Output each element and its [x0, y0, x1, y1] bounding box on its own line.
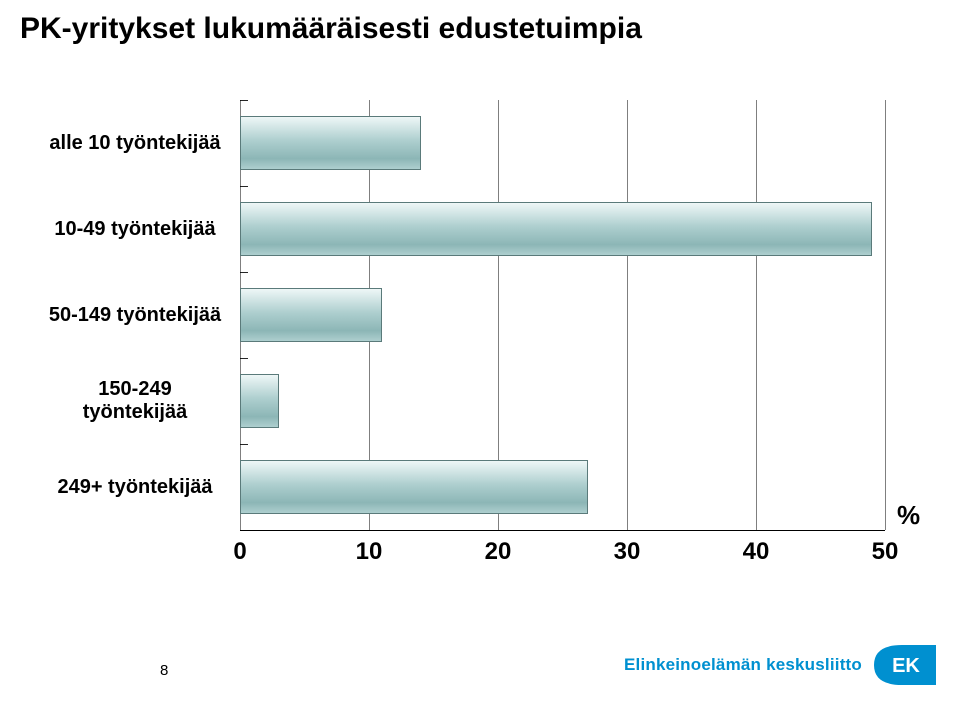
category-label: 50-149 työntekijää: [40, 304, 230, 327]
category-label: 249+ työntekijää: [40, 476, 230, 499]
y-tick: [240, 530, 248, 531]
bar: [240, 202, 872, 255]
gridline: [627, 100, 628, 530]
bar: [240, 374, 279, 427]
y-tick: [240, 358, 248, 359]
y-tick: [240, 272, 248, 273]
y-tick: [240, 444, 248, 445]
x-tick-label: 30: [614, 538, 641, 566]
unit-label: %: [897, 500, 920, 531]
category-label: 150-249työntekijää: [40, 378, 230, 424]
x-axis: [240, 530, 885, 531]
slide: PK-yritykset lukumääräisesti edustetuimp…: [0, 0, 960, 701]
x-tick-label: 20: [485, 538, 512, 566]
bar: [240, 460, 588, 513]
x-tick-label: 10: [356, 538, 383, 566]
gridline: [885, 100, 886, 530]
bar-chart: alle 10 työntekijää 10-49 työntekijää 50-1…: [40, 100, 920, 570]
footer-brand-text: Elinkeinoelämän keskusliitto: [624, 655, 862, 675]
ek-logo-icon: EK: [874, 645, 936, 685]
category-label: alle 10 työntekijää: [40, 132, 230, 155]
gridline: [756, 100, 757, 530]
page-number: 8: [160, 662, 168, 679]
y-tick: [240, 186, 248, 187]
footer-brand: Elinkeinoelämän keskusliitto EK: [624, 645, 936, 685]
page-title: PK-yritykset lukumääräisesti edustetuimp…: [20, 12, 642, 46]
bar: [240, 116, 421, 169]
x-tick-label: 0: [233, 538, 246, 566]
bar: [240, 288, 382, 341]
category-label: 10-49 työntekijää: [40, 218, 230, 241]
x-tick-label: 50: [872, 538, 899, 566]
ek-logo-text: EK: [892, 655, 920, 677]
x-tick-label: 40: [743, 538, 770, 566]
y-tick: [240, 100, 248, 101]
